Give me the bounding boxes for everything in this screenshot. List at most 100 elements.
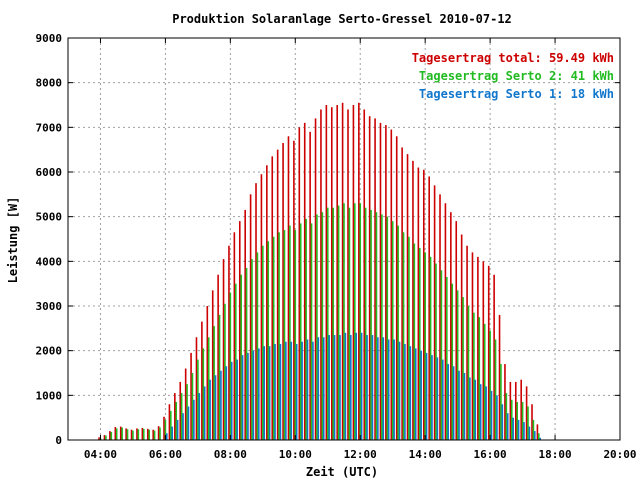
bar-series-3 xyxy=(220,370,222,440)
y-tick-label: 8000 xyxy=(36,77,63,90)
bar-series-3 xyxy=(485,386,487,440)
bar-series-3 xyxy=(490,390,493,440)
bar-series-3 xyxy=(382,337,385,440)
bar-series-2 xyxy=(289,225,291,440)
bar-series-3 xyxy=(425,352,428,440)
bar-series-2 xyxy=(272,236,275,440)
bar-series-2 xyxy=(500,364,502,440)
x-axis-label: Zeit (UTC) xyxy=(306,465,378,479)
bar-series-2 xyxy=(207,337,210,440)
bar-series-2 xyxy=(224,303,226,440)
bar-series-2 xyxy=(180,393,183,440)
bar-series-1 xyxy=(330,107,333,440)
bar-series-2 xyxy=(142,428,145,440)
bar-series-1 xyxy=(428,176,430,440)
bar-series-2 xyxy=(213,326,215,440)
bar-series-1 xyxy=(195,337,198,440)
bar-series-1 xyxy=(228,245,230,440)
bar-series-1 xyxy=(363,109,366,440)
bar-series-3 xyxy=(285,341,287,440)
bar-series-1 xyxy=(206,306,209,440)
legend: Tagesertrag total: 59.49 kWh Tagesertrag … xyxy=(412,51,614,101)
bar-series-2 xyxy=(105,435,107,440)
bar-series-3 xyxy=(236,359,238,440)
bar-series-1 xyxy=(109,431,111,440)
bar-series-2 xyxy=(483,323,486,440)
bar-series-1 xyxy=(482,261,485,440)
bar-series-1 xyxy=(98,437,100,440)
bar-series-3 xyxy=(404,343,406,440)
bar-series-3 xyxy=(209,379,211,440)
bar-series-1 xyxy=(320,109,322,440)
bar-series-3 xyxy=(182,413,184,440)
bar-series-2 xyxy=(505,393,508,440)
bar-series-2 xyxy=(359,203,362,440)
bar-series-1 xyxy=(493,274,495,440)
bar-series-1 xyxy=(450,212,452,440)
legend-item-3: Tagesertrag Serto 1: 18 kWh xyxy=(419,87,614,101)
bar-series-3 xyxy=(371,335,374,440)
bar-series-3 xyxy=(528,426,531,440)
x-tick-label: 04:00 xyxy=(84,448,117,461)
bar-series-2 xyxy=(299,223,302,440)
bar-series-1 xyxy=(293,140,295,441)
bar-series-2 xyxy=(256,252,259,440)
bar-series-1 xyxy=(119,426,122,440)
y-tick-label: 1000 xyxy=(36,389,63,402)
bar-series-2 xyxy=(283,230,286,440)
bar-series-1 xyxy=(385,125,387,440)
bar-series-3 xyxy=(393,339,395,440)
y-tick-label: 7000 xyxy=(36,121,63,134)
bar-series-3 xyxy=(322,337,325,440)
bar-series-1 xyxy=(201,321,203,440)
bar-series-3 xyxy=(469,377,471,440)
bar-series-2 xyxy=(494,339,497,440)
bar-series-3 xyxy=(225,366,228,440)
bar-series-2 xyxy=(348,207,351,440)
bar-series-3 xyxy=(171,426,174,440)
bar-series-2 xyxy=(413,243,416,440)
bar-series-2 xyxy=(456,290,459,440)
x-tick-label: 16:00 xyxy=(474,448,507,461)
bar-series-1 xyxy=(358,102,360,441)
bar-series-1 xyxy=(249,194,252,440)
bar-series-3 xyxy=(409,346,412,440)
bar-series-1 xyxy=(114,427,117,440)
y-axis-label: Leistung [W] xyxy=(6,197,20,284)
bar-series-1 xyxy=(379,122,382,441)
bar-series-2 xyxy=(294,230,297,440)
bar-series-2 xyxy=(148,429,150,440)
bar-series-2 xyxy=(175,402,178,440)
bar-series-2 xyxy=(186,384,188,440)
bar-series-3 xyxy=(214,375,217,440)
bar-series-3 xyxy=(290,341,293,440)
bar-series-2 xyxy=(532,419,535,440)
bar-series-3 xyxy=(501,404,504,440)
bar-series-1 xyxy=(487,265,490,440)
bar-series-2 xyxy=(446,276,448,440)
bar-series-3 xyxy=(268,346,271,440)
bar-series-3 xyxy=(263,346,266,440)
bar-series-3 xyxy=(360,332,363,440)
x-tick-label: 18:00 xyxy=(538,448,571,461)
x-tick-label: 08:00 xyxy=(214,448,247,461)
bar-series-3 xyxy=(328,335,330,440)
bar-series-3 xyxy=(193,399,195,440)
bar-series-1 xyxy=(439,194,441,440)
bar-series-1 xyxy=(509,381,512,440)
bar-series-2 xyxy=(234,283,237,440)
bar-series-2 xyxy=(510,399,513,440)
bar-series-1 xyxy=(536,424,539,440)
bar-series-1 xyxy=(325,105,328,440)
bar-series-2 xyxy=(278,232,280,440)
bar-series-1 xyxy=(368,116,371,441)
bar-series-2 xyxy=(343,203,345,440)
bar-series-3 xyxy=(414,348,417,440)
bar-series-1 xyxy=(287,136,290,440)
bar-series-3 xyxy=(198,393,201,440)
bar-series-1 xyxy=(412,160,414,440)
bar-series-2 xyxy=(164,419,167,440)
bar-series-2 xyxy=(521,402,524,440)
bar-series-2 xyxy=(424,252,426,440)
